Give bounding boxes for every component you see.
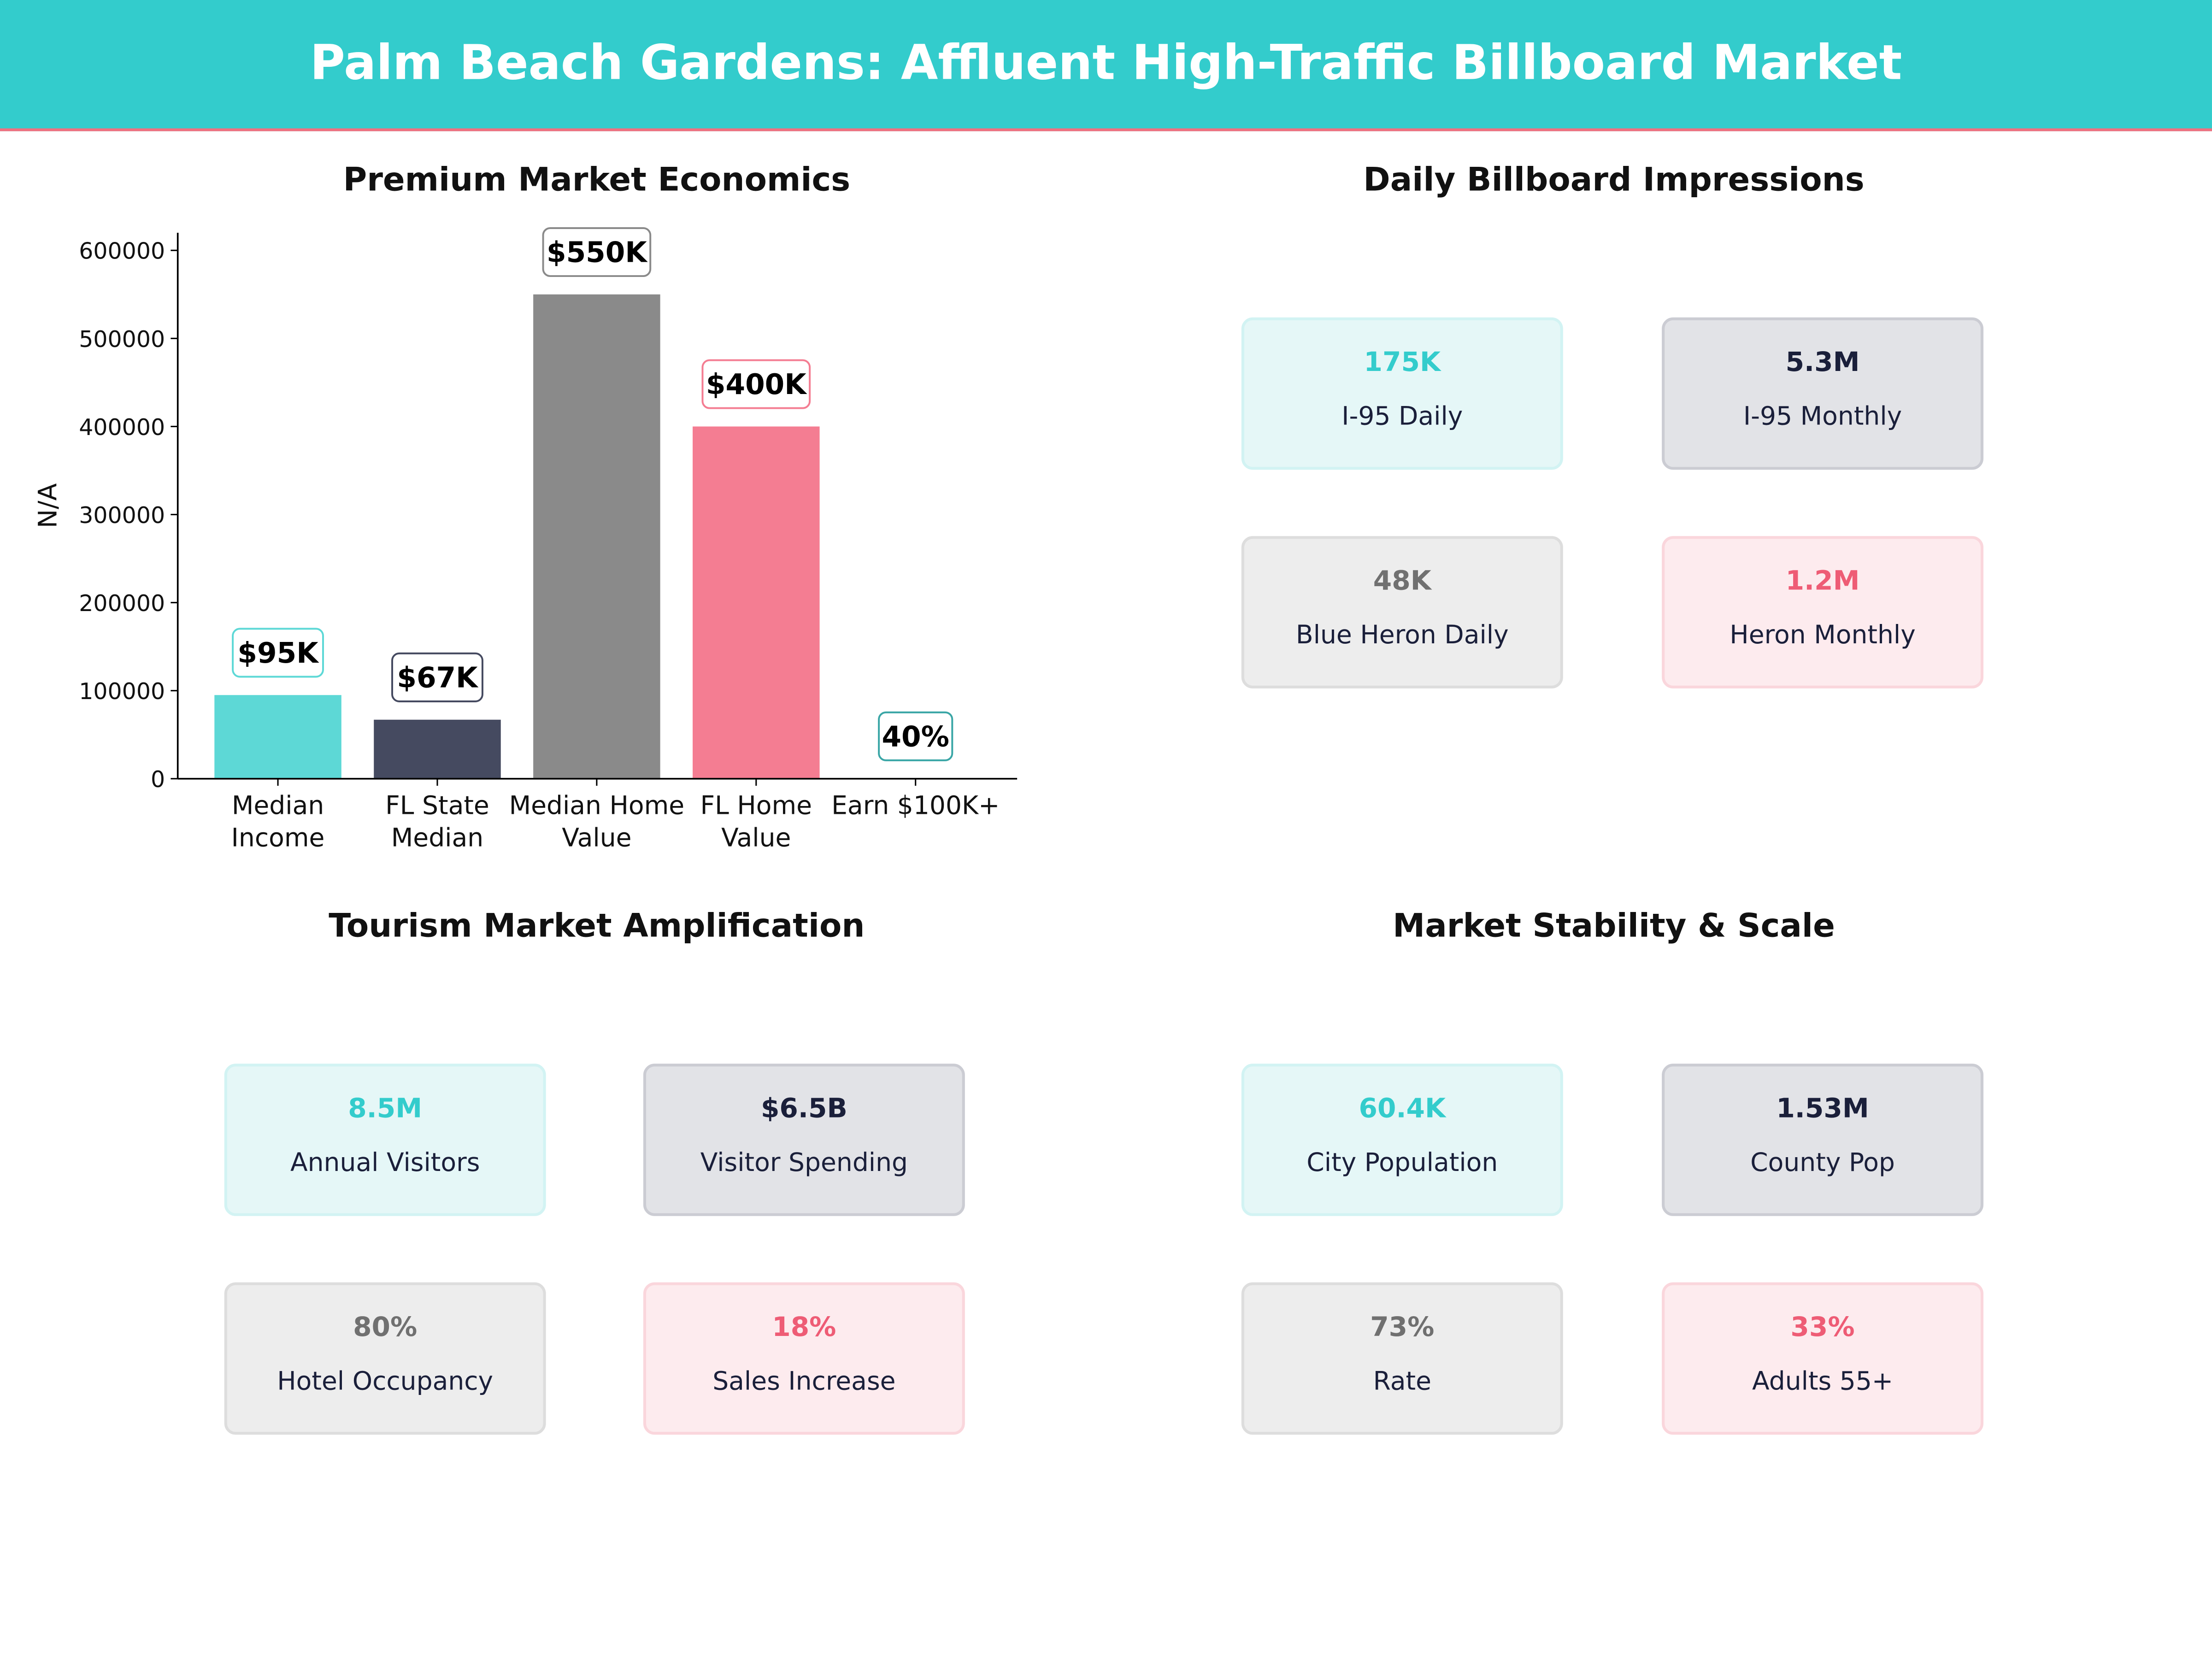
data-label-box xyxy=(878,711,953,761)
metric-value: 73% xyxy=(1370,1312,1435,1343)
panel-title-impressions: Daily Billboard Impressions xyxy=(1363,162,1865,199)
x-tick-label: Value xyxy=(721,823,791,853)
data-label: $550K xyxy=(547,236,648,269)
metric-card: 48K Blue Heron Daily xyxy=(1241,536,1563,688)
metric-card: 8.5M Annual Visitors xyxy=(224,1064,546,1216)
bar xyxy=(214,695,341,779)
metric-value: 8.5M xyxy=(348,1093,423,1124)
bar xyxy=(374,719,501,779)
metric-label: Sales Increase xyxy=(712,1367,896,1397)
metric-label: I-95 Daily xyxy=(1341,402,1463,432)
metric-label: Annual Visitors xyxy=(290,1148,480,1178)
metric-label: Heron Monthly xyxy=(1730,620,1916,651)
metric-value: 18% xyxy=(772,1312,836,1343)
metric-card: 80% Hotel Occupancy xyxy=(224,1282,546,1435)
metric-value: $6.5B xyxy=(760,1093,847,1124)
data-label-box xyxy=(542,227,652,277)
metric-card: 175K I-95 Daily xyxy=(1241,317,1563,470)
data-label: $95K xyxy=(237,637,319,670)
data-label-box xyxy=(701,359,811,409)
data-label-box xyxy=(232,628,324,678)
metric-label: Blue Heron Daily xyxy=(1295,620,1509,651)
metric-card: 60.4K City Population xyxy=(1241,1064,1563,1216)
metric-label: Visitor Spending xyxy=(700,1148,908,1178)
metric-value: 33% xyxy=(1790,1312,1855,1343)
bar xyxy=(533,294,660,779)
chart-title: Premium Market Economics xyxy=(343,162,851,199)
x-tick-label: Median xyxy=(391,823,483,853)
metric-value: 60.4K xyxy=(1359,1093,1446,1124)
data-label: $67K xyxy=(397,661,479,694)
metric-label: Adults 55+ xyxy=(1752,1367,1894,1397)
y-tick-label: 300000 xyxy=(79,502,165,529)
y-tick-label: 200000 xyxy=(79,590,165,617)
metric-value: 48K xyxy=(1373,565,1431,597)
page-title: Palm Beach Gardens: Affluent High-Traffi… xyxy=(310,35,1902,92)
metric-value: 80% xyxy=(353,1312,418,1343)
metric-label: City Population xyxy=(1306,1148,1498,1178)
metric-card: 33% Adults 55+ xyxy=(1662,1282,1984,1435)
metric-card: 1.53M County Pop xyxy=(1662,1064,1984,1216)
metric-value: 1.53M xyxy=(1776,1093,1869,1124)
x-tick-label: Earn $100K+ xyxy=(831,790,1000,820)
metric-label: County Pop xyxy=(1750,1148,1895,1178)
metric-label: I-95 Monthly xyxy=(1743,402,1902,432)
header-banner: Palm Beach Gardens: Affluent High-Traffi… xyxy=(0,0,2212,131)
panel-title-stability: Market Stability & Scale xyxy=(1393,908,1835,946)
x-tick-label: Value xyxy=(562,823,631,853)
panel-title-tourism: Tourism Market Amplification xyxy=(329,908,865,946)
metric-value: 1.2M xyxy=(1785,565,1860,597)
x-tick-label: Median xyxy=(232,790,324,820)
y-tick-label: 100000 xyxy=(79,678,165,705)
y-tick-label: 0 xyxy=(151,766,165,793)
data-label: 40% xyxy=(882,720,949,753)
y-axis-label: N/A xyxy=(33,483,62,528)
metric-card: 18% Sales Increase xyxy=(643,1282,965,1435)
metric-card: 1.2M Heron Monthly xyxy=(1662,536,1984,688)
x-tick-label: FL State xyxy=(385,790,489,820)
x-tick-label: FL Home xyxy=(700,790,812,820)
metric-value: 175K xyxy=(1364,347,1441,378)
x-tick-label: Income xyxy=(231,823,325,853)
metric-card: $6.5B Visitor Spending xyxy=(643,1064,965,1216)
metric-label: Hotel Occupancy xyxy=(277,1367,494,1397)
bar xyxy=(693,426,820,779)
y-tick-label: 600000 xyxy=(79,238,165,265)
metric-card: 73% Rate xyxy=(1241,1282,1563,1435)
metric-value: 5.3M xyxy=(1785,347,1860,378)
data-label: $400K xyxy=(706,368,807,401)
y-tick-label: 400000 xyxy=(79,414,165,441)
data-label-box xyxy=(391,652,483,702)
x-tick-label: Median Home xyxy=(509,790,685,820)
metric-label: Rate xyxy=(1373,1367,1432,1397)
metric-card: 5.3M I-95 Monthly xyxy=(1662,317,1984,470)
y-tick-label: 500000 xyxy=(79,326,165,353)
